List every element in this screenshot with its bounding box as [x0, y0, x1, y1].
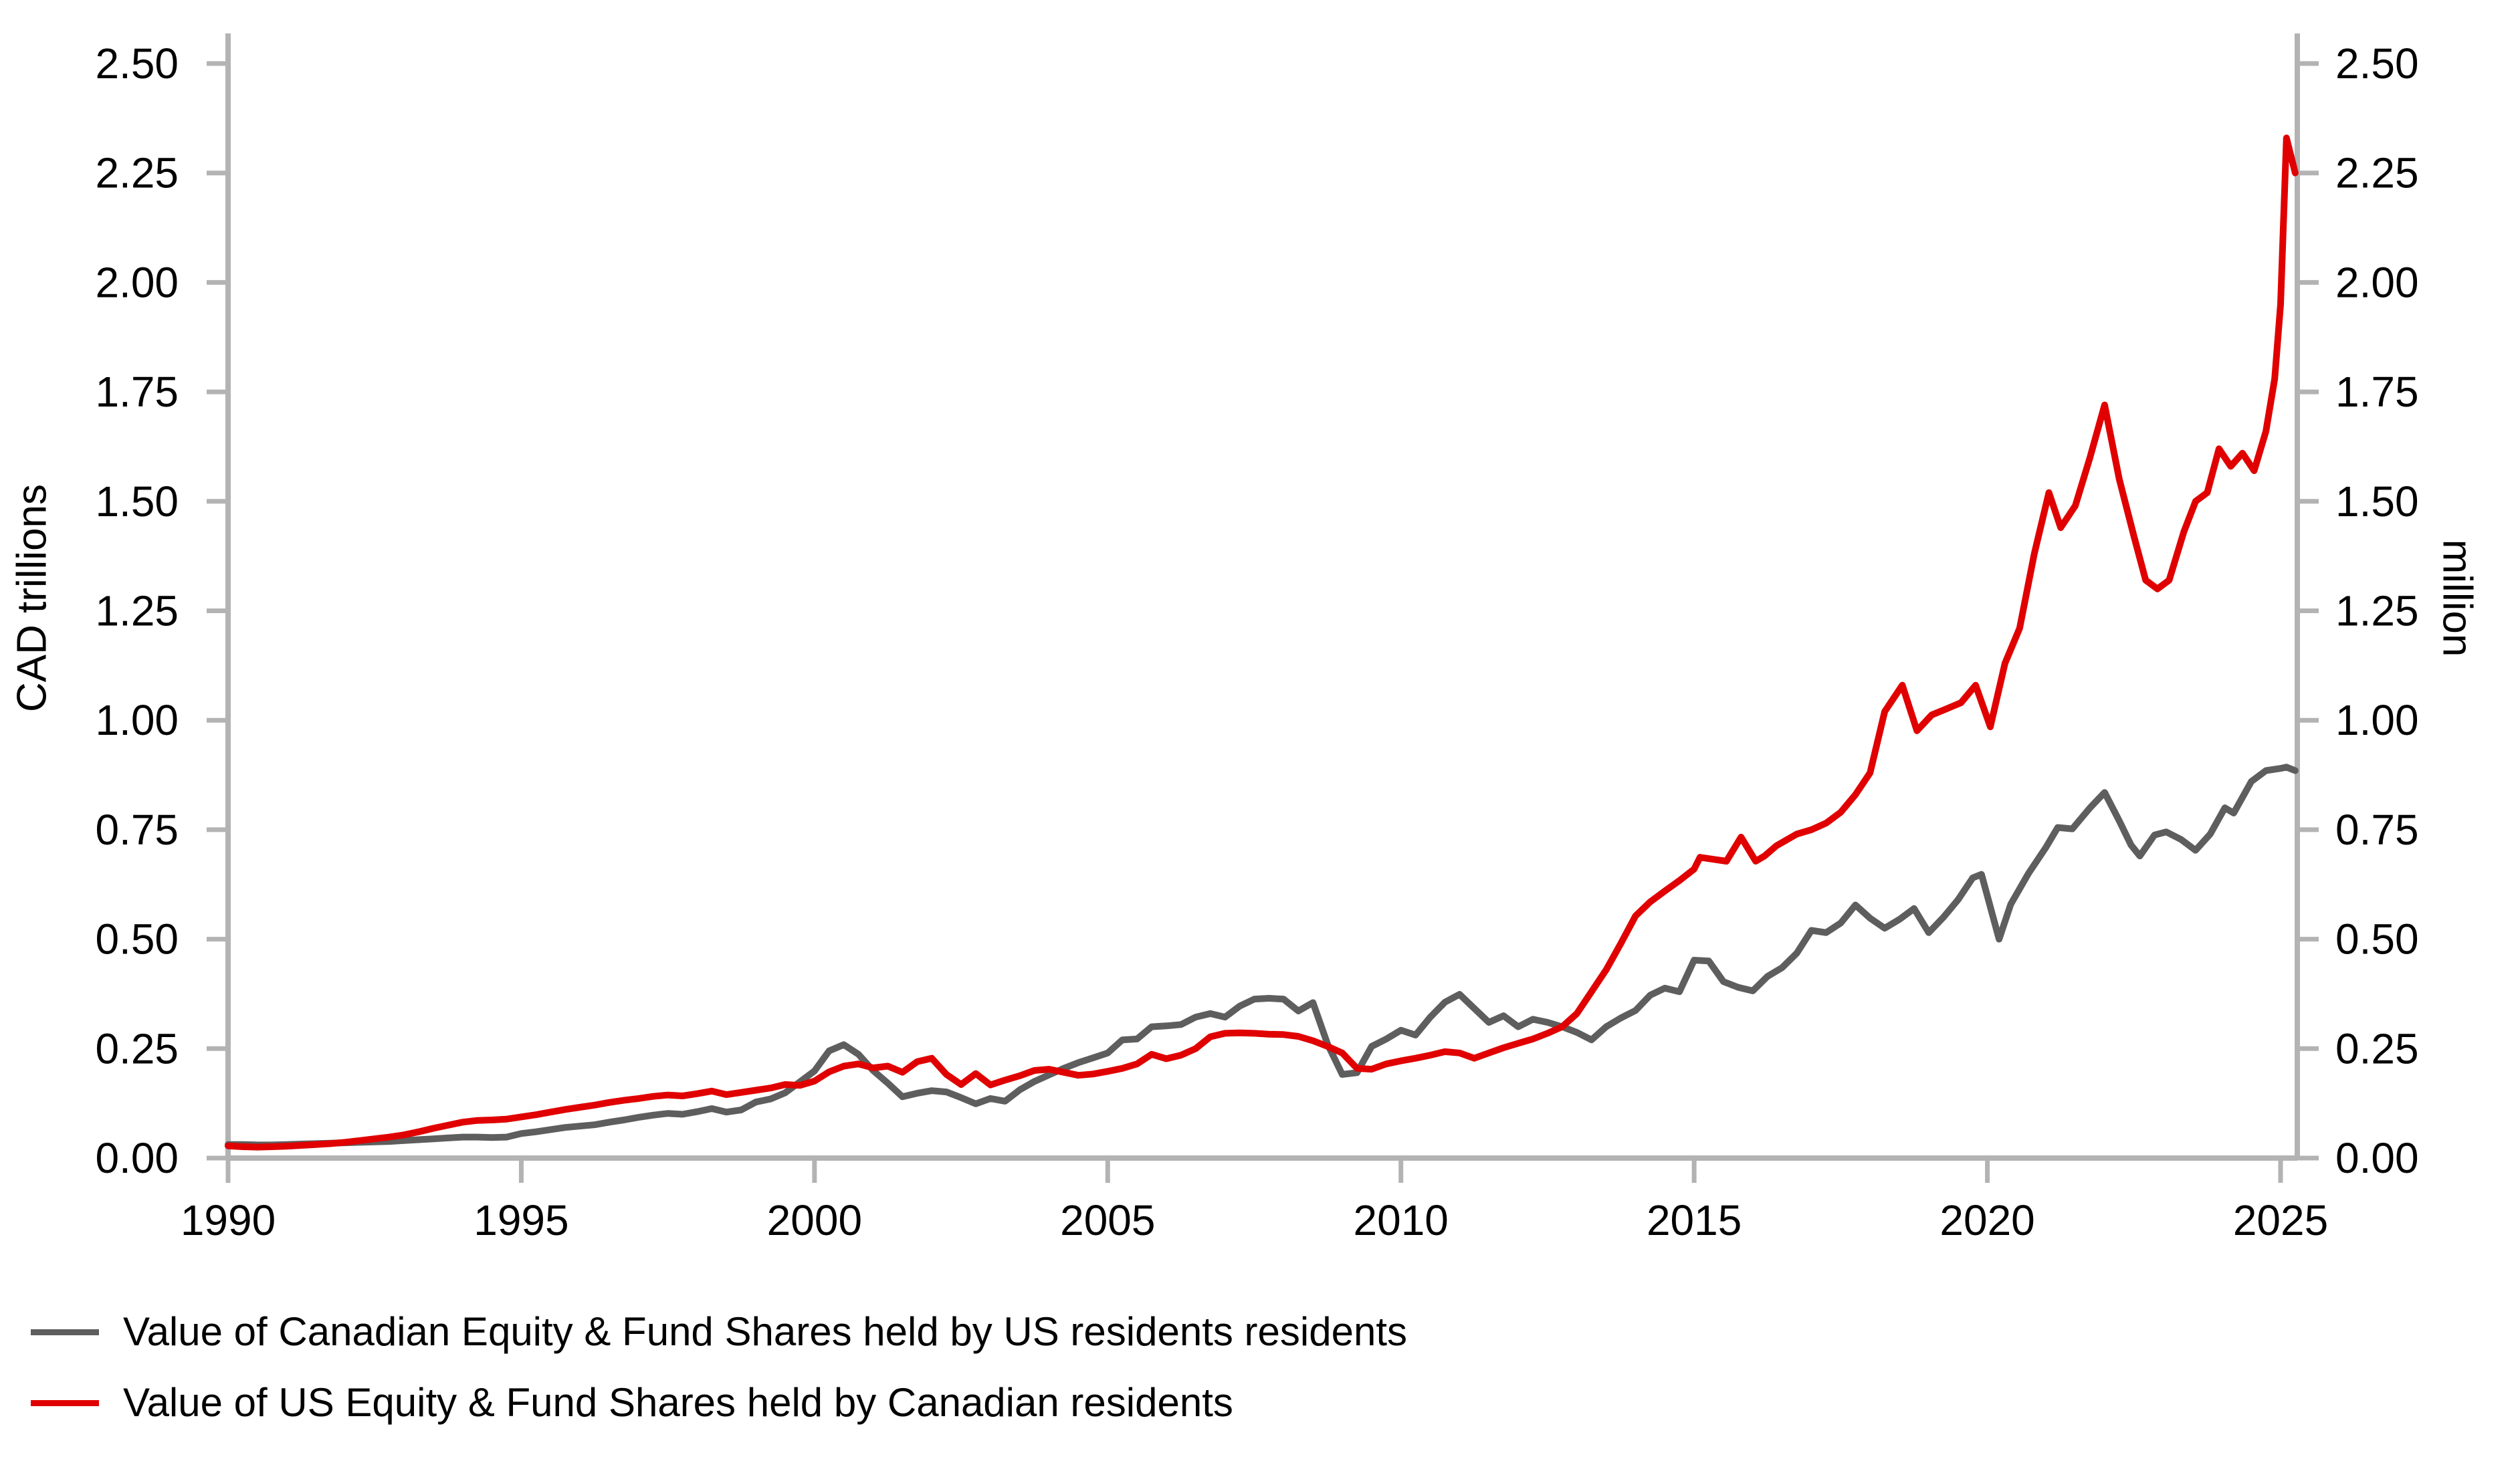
y-tick-label-left: 2.00	[95, 258, 179, 306]
y-tick-label-right: 1.75	[2335, 368, 2419, 416]
y-tick-label-left: 1.50	[95, 477, 179, 526]
y-tick-label-right: 0.50	[2335, 915, 2419, 964]
legend: Value of Canadian Equity & Fund Shares h…	[31, 1305, 1407, 1447]
x-tick-label: 2000	[767, 1196, 862, 1244]
y-tick-label-right: 1.50	[2335, 477, 2419, 526]
legend-row-canadian-held-by-us: Value of Canadian Equity & Fund Shares h…	[31, 1305, 1407, 1359]
y-tick-label-left: 2.50	[95, 39, 179, 88]
y-tick-label-left: 0.50	[95, 915, 179, 964]
axes	[225, 33, 2300, 1161]
y-tick-label-left: 0.75	[95, 806, 179, 854]
x-tick-label: 2010	[1354, 1196, 1449, 1244]
left-axis-title: CAD trillions	[9, 483, 56, 713]
x-ticks: 1990 1995 2000 2005 2010 2015 2020 2025	[181, 1158, 2328, 1244]
y-tick-label-right: 1.25	[2335, 587, 2419, 635]
right-axis-title: million	[2434, 539, 2481, 657]
x-tick-label: 1990	[181, 1196, 276, 1244]
y-ticks: 0.00 0.00 0.25 0.25 0.50 0.50 0.75 0.75 1.00 1.00…	[95, 39, 2418, 1182]
y-tick-label-left: 2.25	[95, 149, 179, 197]
legend-swatch-red-line	[31, 1399, 99, 1406]
y-tick-label-left: 1.00	[95, 696, 179, 744]
legend-label-us-held-by-canadian: Value of US Equity & Fund Shares held by…	[123, 1380, 1233, 1425]
y-tick-label-right: 0.25	[2335, 1024, 2419, 1072]
y-tick-label-right: 1.00	[2335, 696, 2419, 744]
x-tick-label: 1995	[474, 1196, 568, 1244]
series-line-canadian-held-by-us	[225, 764, 2299, 1149]
x-tick-label: 2020	[1939, 1196, 2034, 1244]
y-tick-label-left: 0.25	[95, 1024, 179, 1072]
y-tick-label-left: 1.75	[95, 368, 179, 416]
y-tick-label-right: 0.75	[2335, 806, 2419, 854]
legend-swatch-gray-line	[31, 1329, 99, 1335]
legend-row-us-held-by-canadian: Value of US Equity & Fund Shares held by…	[31, 1376, 1407, 1430]
series-line-us-held-by-canadian	[225, 134, 2299, 1151]
y-tick-label-right: 2.25	[2335, 149, 2419, 197]
legend-label-canadian-held-by-us: Value of Canadian Equity & Fund Shares h…	[123, 1309, 1407, 1354]
x-tick-label: 2015	[1647, 1196, 1742, 1244]
y-tick-label-right: 2.00	[2335, 258, 2419, 306]
y-tick-label-right: 2.50	[2335, 39, 2419, 88]
y-tick-label-left: 1.25	[95, 587, 179, 635]
y-tick-label-right: 0.00	[2335, 1134, 2419, 1182]
x-tick-label: 2005	[1060, 1196, 1155, 1244]
x-tick-label: 2025	[2233, 1196, 2328, 1244]
y-tick-label-left: 0.00	[95, 1134, 179, 1182]
